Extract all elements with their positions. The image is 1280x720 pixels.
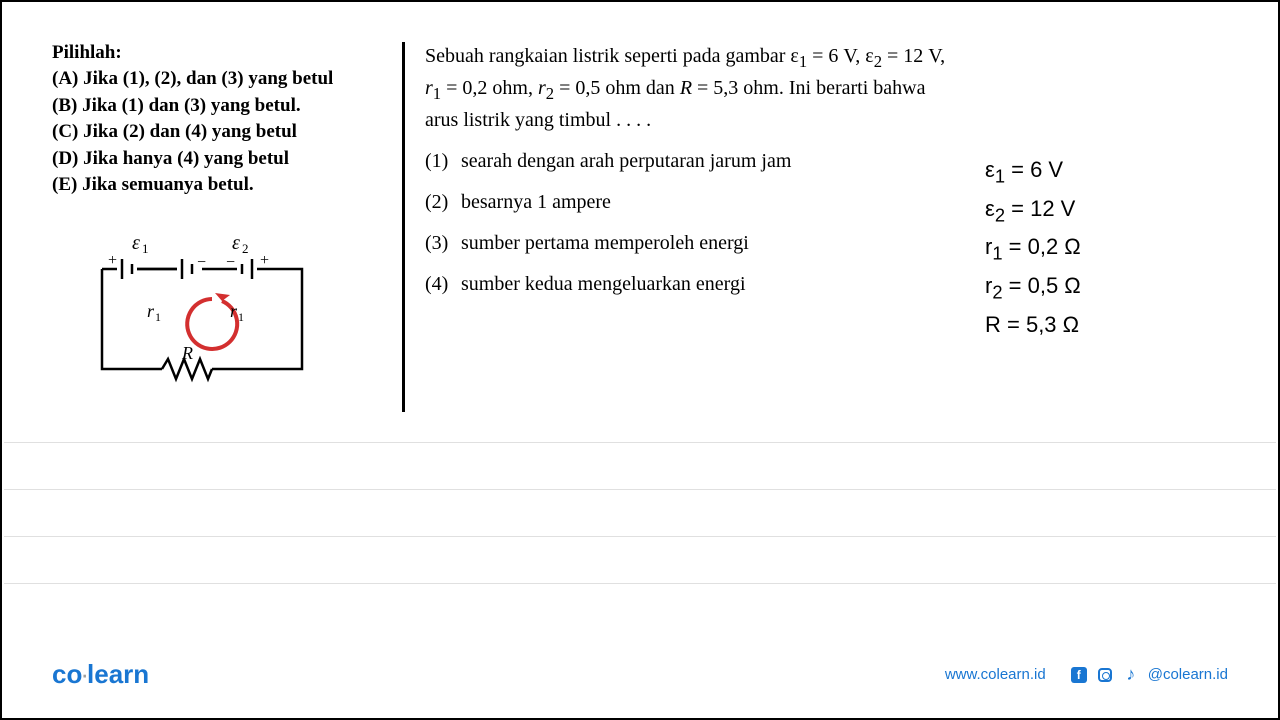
footer-url[interactable]: www.colearn.id	[945, 666, 1046, 683]
rule-line	[4, 442, 1276, 443]
svg-text:1: 1	[238, 310, 244, 324]
statement-item: (3)sumber pertama memperoleh energi	[425, 229, 955, 258]
logo-learn: learn	[87, 659, 149, 689]
svg-text:−: −	[197, 254, 206, 271]
middle-column: Sebuah rangkaian listrik seperti pada ga…	[425, 42, 955, 412]
instagram-icon[interactable]	[1096, 666, 1114, 684]
svg-text:r: r	[230, 301, 238, 321]
svg-text:+: +	[260, 252, 269, 269]
svg-text:r: r	[147, 301, 155, 321]
question-text: Sebuah rangkaian listrik seperti pada ga…	[425, 42, 955, 135]
footer-right: www.colearn.id f ♪ @colearn.id	[945, 666, 1228, 684]
svg-text:R: R	[181, 343, 193, 363]
options-list: (A) Jika (1), (2), dan (3) yang betul(B)…	[52, 66, 392, 199]
svg-text:1: 1	[142, 241, 149, 256]
svg-text:−: −	[226, 254, 235, 271]
vertical-divider	[402, 42, 405, 412]
svg-text:1: 1	[155, 310, 161, 324]
rule-line	[4, 489, 1276, 490]
option-item: (B) Jika (1) dan (3) yang betul.	[52, 93, 392, 120]
equation: r1 = 0,2 Ω	[985, 229, 1081, 268]
equation: R = 5,3 Ω	[985, 307, 1081, 342]
tiktok-icon[interactable]: ♪	[1122, 666, 1140, 684]
option-item: (E) Jika semuanya betul.	[52, 172, 392, 199]
statement-item: (4)sumber kedua mengeluarkan energi	[425, 270, 955, 299]
svg-text:ε: ε	[232, 232, 240, 254]
circuit-svg: ε 1 ε 2 + − − + r 1 r 1 R	[82, 219, 332, 399]
footer-handle: @colearn.id	[1148, 666, 1228, 683]
footer: co·learn www.colearn.id f ♪ @colearn.id	[2, 659, 1278, 690]
option-item: (D) Jika hanya (4) yang betul	[52, 146, 392, 173]
facebook-icon[interactable]: f	[1070, 666, 1088, 684]
statement-item: (2)besarnya 1 ampere	[425, 188, 955, 217]
logo-co: co	[52, 659, 82, 689]
rule-line	[4, 583, 1276, 584]
main-content: Pilihlah: (A) Jika (1), (2), dan (3) yan…	[2, 2, 1278, 412]
statement-item: (1)searah dengan arah perputaran jarum j…	[425, 147, 955, 176]
svg-text:2: 2	[242, 241, 249, 256]
logo: co·learn	[52, 659, 149, 690]
equation: r2 = 0,5 Ω	[985, 268, 1081, 307]
equation: ε1 = 6 V	[985, 152, 1081, 191]
option-item: (C) Jika (2) dan (4) yang betul	[52, 119, 392, 146]
ruled-lines	[2, 442, 1278, 630]
svg-text:+: +	[108, 252, 117, 269]
rule-line	[4, 536, 1276, 537]
svg-text:ε: ε	[132, 232, 140, 254]
right-column: ε1 = 6 Vε2 = 12 Vr1 = 0,2 Ωr2 = 0,5 ΩR =…	[985, 42, 1081, 412]
circuit-diagram: ε 1 ε 2 + − − + r 1 r 1 R	[82, 219, 332, 399]
social-icons: f ♪ @colearn.id	[1070, 666, 1228, 684]
left-column: Pilihlah: (A) Jika (1), (2), dan (3) yan…	[52, 42, 392, 412]
equation: ε2 = 12 V	[985, 191, 1081, 230]
option-item: (A) Jika (1), (2), dan (3) yang betul	[52, 66, 392, 93]
choose-title: Pilihlah:	[52, 42, 392, 64]
statements-list: (1)searah dengan arah perputaran jarum j…	[425, 147, 955, 299]
